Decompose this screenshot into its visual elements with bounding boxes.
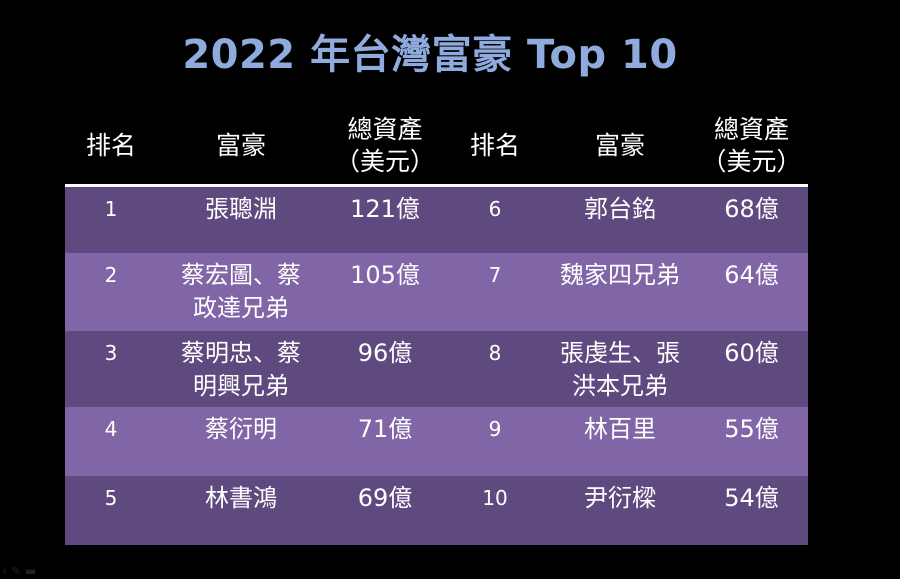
table-row: 4 蔡衍明 71億 9 林百里 55億 bbox=[65, 407, 808, 476]
header-rank-left: 排名 bbox=[85, 131, 136, 160]
assets-cell: 121億 bbox=[350, 195, 420, 223]
name-line: 林百里 bbox=[584, 415, 656, 443]
assets-cell: 71億 bbox=[357, 415, 413, 443]
name-line: 郭台銘 bbox=[584, 195, 656, 223]
name-cell: 林百里 bbox=[545, 413, 695, 446]
rank-cell: 3 bbox=[104, 341, 118, 365]
rich-list-table: 排名 富豪 總資產 （美元） 排名 富豪 總資產 （美元） 1 張聰淵 121億… bbox=[65, 110, 808, 545]
name-cell: 蔡明忠、蔡 明興兄弟 bbox=[157, 337, 325, 403]
header-assets-line1: 總資產 bbox=[347, 115, 423, 144]
rank-cell: 1 bbox=[104, 197, 118, 221]
name-cell: 尹衍樑 bbox=[545, 482, 695, 515]
rank-cell: 10 bbox=[482, 486, 508, 510]
assets-cell: 64億 bbox=[724, 261, 779, 289]
name-cell: 張聰淵 bbox=[157, 193, 325, 226]
name-line: 政達兄弟 bbox=[193, 294, 289, 322]
table-row: 2 蔡宏圖、蔡 政達兄弟 105億 7 魏家四兄弟 64億 bbox=[65, 253, 808, 331]
header-assets-line2: （美元） bbox=[701, 147, 802, 176]
name-line: 蔡明忠、蔡 bbox=[181, 339, 301, 367]
header-assets-left: 總資產 （美元） bbox=[325, 114, 445, 178]
name-line: 洪本兄弟 bbox=[572, 372, 668, 400]
pen-icon[interactable]: ✎ bbox=[10, 564, 25, 578]
assets-cell: 105億 bbox=[350, 261, 420, 289]
name-cell: 郭台銘 bbox=[545, 193, 695, 226]
name-cell: 魏家四兄弟 bbox=[545, 259, 695, 292]
rank-cell: 6 bbox=[488, 197, 502, 221]
name-line: 張聰淵 bbox=[205, 195, 277, 223]
name-line: 明興兄弟 bbox=[193, 372, 289, 400]
table-row: 5 林書鴻 69億 10 尹衍樑 54億 bbox=[65, 476, 808, 545]
header-assets-line1: 總資產 bbox=[713, 115, 789, 144]
menu-icon[interactable]: ▬ bbox=[24, 564, 41, 578]
header-rank-right: 排名 bbox=[469, 131, 520, 160]
assets-cell: 96億 bbox=[357, 339, 413, 367]
rank-cell: 8 bbox=[488, 341, 502, 365]
header-name-right: 富豪 bbox=[594, 131, 645, 160]
name-line: 蔡衍明 bbox=[205, 415, 277, 443]
slide-title: 2022 年台灣富豪 Top 10 bbox=[182, 32, 678, 78]
assets-cell: 55億 bbox=[724, 415, 779, 443]
name-cell: 林書鴻 bbox=[157, 482, 325, 515]
name-line: 蔡宏圖、蔡 bbox=[181, 261, 301, 289]
header-assets-line2: （美元） bbox=[334, 147, 435, 176]
previous-icon[interactable]: ‹ bbox=[2, 564, 11, 578]
name-line: 魏家四兄弟 bbox=[560, 261, 680, 289]
rank-cell: 4 bbox=[104, 417, 118, 441]
name-line: 張虔生、張 bbox=[560, 339, 680, 367]
rank-cell: 7 bbox=[488, 263, 502, 287]
assets-cell: 69億 bbox=[357, 484, 413, 512]
name-cell: 蔡衍明 bbox=[157, 413, 325, 446]
assets-cell: 68億 bbox=[724, 195, 779, 223]
name-line: 尹衍樑 bbox=[584, 484, 656, 512]
name-cell: 張虔生、張 洪本兄弟 bbox=[545, 337, 695, 403]
header-name-left: 富豪 bbox=[215, 131, 266, 160]
rank-cell: 9 bbox=[488, 417, 502, 441]
table-row: 1 張聰淵 121億 6 郭台銘 68億 bbox=[65, 187, 808, 253]
name-line: 林書鴻 bbox=[205, 484, 277, 512]
assets-cell: 54億 bbox=[724, 484, 779, 512]
slide-controls: ‹✎▬ bbox=[2, 564, 40, 578]
rank-cell: 5 bbox=[104, 486, 118, 510]
assets-cell: 60億 bbox=[724, 339, 779, 367]
name-cell: 蔡宏圖、蔡 政達兄弟 bbox=[157, 259, 325, 325]
table-header: 排名 富豪 總資產 （美元） 排名 富豪 總資產 （美元） bbox=[65, 110, 808, 187]
header-assets-right: 總資產 （美元） bbox=[695, 114, 808, 178]
table-row: 3 蔡明忠、蔡 明興兄弟 96億 8 張虔生、張 洪本兄弟 60億 bbox=[65, 331, 808, 407]
rank-cell: 2 bbox=[104, 263, 118, 287]
